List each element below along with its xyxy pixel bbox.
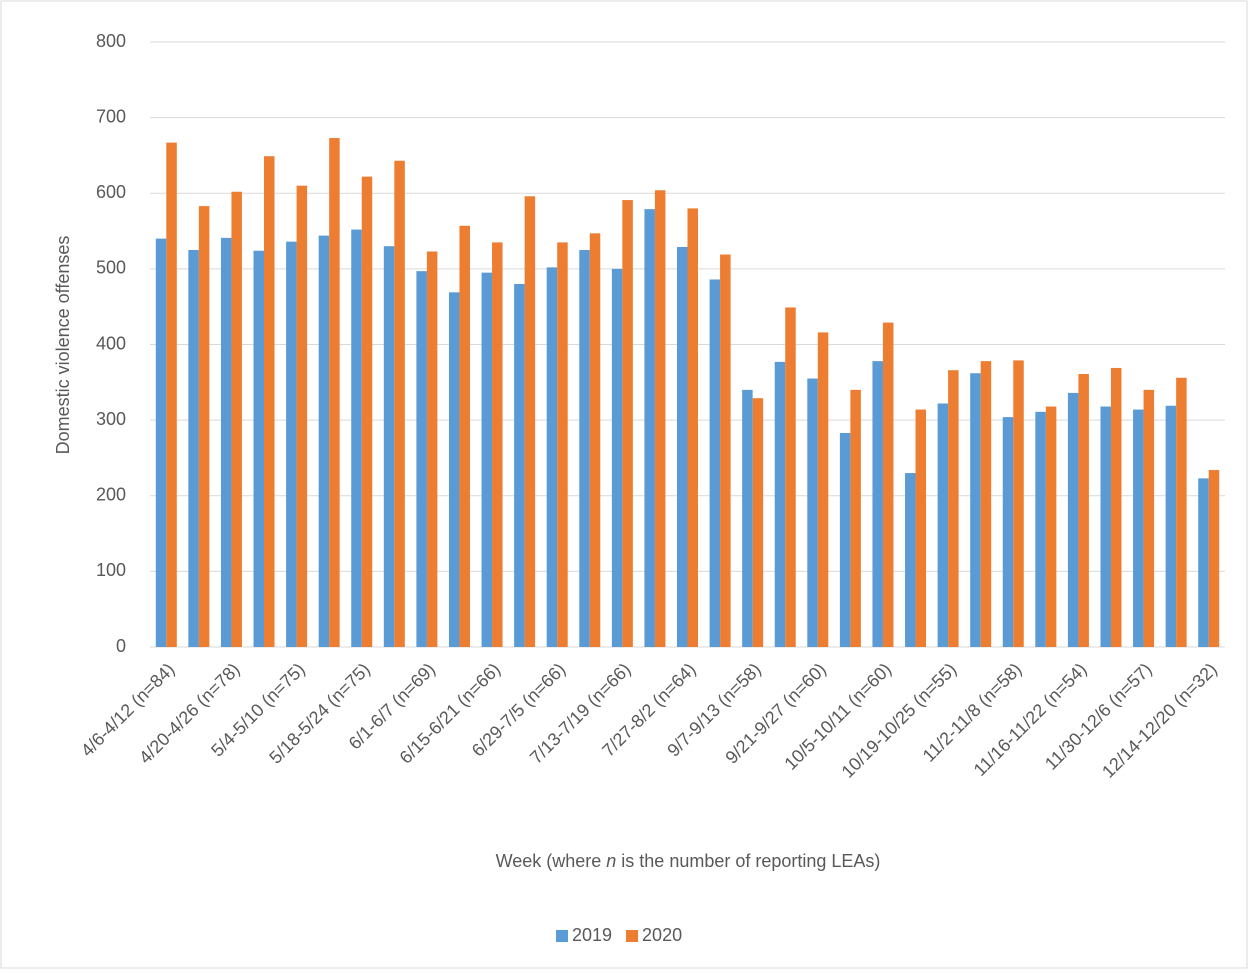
bar	[807, 378, 818, 647]
bar	[654, 190, 666, 647]
bar	[198, 206, 210, 647]
bar	[644, 209, 655, 647]
y-tick-label: 700	[96, 106, 126, 126]
bar	[546, 267, 558, 647]
bar	[915, 409, 927, 647]
bar	[839, 432, 851, 647]
y-tick-label: 600	[96, 182, 126, 202]
bar	[220, 237, 232, 647]
bar	[492, 242, 503, 647]
bar	[166, 142, 177, 648]
bar	[1045, 406, 1057, 647]
bar	[524, 196, 536, 647]
x-axis-title-part: is the number of reporting LEAs)	[616, 851, 880, 871]
bar	[286, 241, 297, 647]
y-tick-label: 400	[96, 333, 126, 353]
bar	[905, 473, 916, 647]
bar	[296, 185, 308, 647]
bar	[872, 361, 883, 647]
bar	[937, 403, 949, 647]
bar	[1067, 392, 1079, 647]
bar	[785, 307, 796, 647]
bar	[687, 208, 698, 647]
bar	[1208, 470, 1220, 647]
bar	[253, 250, 265, 647]
bar	[752, 398, 764, 647]
bar	[318, 235, 330, 647]
x-axis-title: Week (where n is the number of reporting…	[496, 851, 881, 871]
bar	[383, 246, 395, 647]
bar	[677, 246, 688, 647]
bar	[720, 254, 731, 647]
bar	[850, 389, 861, 647]
bar	[557, 242, 568, 647]
y-tick-label: 100	[96, 560, 126, 580]
bar	[882, 322, 894, 647]
y-tick-label: 500	[96, 258, 126, 278]
bar	[416, 271, 427, 647]
bar	[264, 156, 275, 647]
bar	[459, 225, 470, 648]
bar	[579, 249, 590, 647]
bar	[231, 191, 242, 648]
y-tick-label: 300	[96, 409, 126, 429]
bar	[817, 332, 829, 647]
bar	[1078, 373, 1089, 647]
legend-swatch	[556, 930, 568, 942]
bar	[1035, 411, 1046, 647]
bar	[1002, 417, 1014, 647]
bar	[448, 292, 460, 647]
bar	[1165, 405, 1177, 647]
y-tick-label: 800	[96, 31, 126, 51]
bar	[980, 361, 992, 647]
bar	[394, 160, 405, 647]
bar	[329, 138, 340, 647]
bar	[589, 233, 601, 648]
bar	[155, 238, 167, 647]
bar	[622, 200, 633, 647]
legend-label: 2019	[572, 925, 612, 945]
legend-label: 2020	[642, 925, 682, 945]
bar	[1176, 377, 1187, 647]
bar	[774, 361, 786, 647]
y-axis-title: Domestic violence offenses	[53, 236, 73, 455]
x-axis-title-part: n	[606, 851, 616, 871]
bar	[514, 284, 525, 647]
y-tick-label: 0	[116, 636, 126, 656]
bar	[426, 251, 438, 647]
bar	[1143, 389, 1155, 647]
bar	[1100, 406, 1111, 647]
bar	[481, 272, 493, 647]
bar	[361, 176, 373, 648]
bar	[611, 268, 623, 647]
legend: 2019 2020	[556, 925, 682, 945]
y-tick-label: 200	[96, 485, 126, 505]
bar	[1133, 409, 1144, 647]
bar	[709, 279, 721, 647]
bar	[970, 373, 981, 647]
bar	[948, 370, 959, 647]
bar	[1013, 360, 1024, 647]
bar	[1110, 367, 1122, 647]
bar	[1198, 478, 1209, 647]
bar	[351, 229, 362, 648]
legend-swatch	[626, 930, 639, 942]
bar	[742, 389, 753, 647]
x-axis-title-part: Week (where	[496, 851, 607, 871]
bar	[188, 249, 199, 647]
